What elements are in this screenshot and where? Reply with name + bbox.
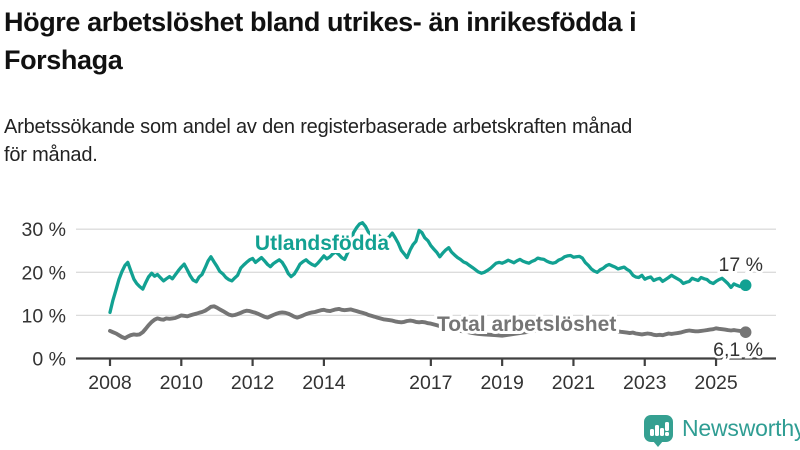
bar-chart-speech-bubble-icon bbox=[644, 414, 673, 447]
logo-bar-icon bbox=[650, 428, 654, 436]
series-line-utlandsfodda bbox=[108, 221, 748, 315]
x-axis-tick-label: 2008 bbox=[88, 372, 131, 394]
y-axis-tick-label: 0 % bbox=[32, 349, 66, 371]
series-end-dot-utlandsfodda bbox=[739, 279, 752, 292]
x-axis-tick-label: 2021 bbox=[552, 372, 595, 394]
page-title-line-2: Forshaga bbox=[4, 45, 123, 75]
series-label-utlandsfodda: Utlandsfödda bbox=[255, 232, 389, 255]
x-axis-tick-label: 2014 bbox=[302, 372, 346, 394]
series-end-dot-total-arbetsloshet bbox=[739, 326, 752, 339]
logo-exclamation-dot-icon bbox=[665, 432, 669, 436]
y-axis-tick-label: 20 % bbox=[22, 262, 66, 284]
end-value-label-utlandsfodda: 17 % bbox=[719, 254, 763, 276]
logo-text: Newsworthy bbox=[682, 414, 800, 441]
x-axis-tick-label: 2019 bbox=[480, 372, 523, 394]
x-axis-tick-label: 2025 bbox=[694, 372, 738, 394]
end-value-label-total-arbetsloshet: 6,1 % bbox=[713, 339, 763, 361]
page-title-line-1: Högre arbetslöshet bland utrikes- än inr… bbox=[4, 7, 637, 37]
logo-exclamation-icon bbox=[665, 421, 669, 431]
series-line-total-arbetsloshet bbox=[108, 304, 748, 341]
logo-bar-icon bbox=[660, 427, 664, 436]
newsworthy-logo: Newsworthy bbox=[644, 411, 800, 447]
y-axis-tick-label: 30 % bbox=[22, 219, 66, 241]
page-title: Högre arbetslöshet bland utrikes- än inr… bbox=[4, 3, 798, 79]
series-label-total-arbetsloshet: Total arbetslöshet bbox=[437, 313, 616, 336]
logo-bar-icon bbox=[655, 424, 659, 436]
chart-subtitle: Arbetssökande som andel av den registerb… bbox=[4, 113, 798, 169]
x-axis-tick-label: 2012 bbox=[231, 372, 274, 394]
x-axis-tick-label: 2023 bbox=[623, 372, 666, 394]
x-axis-tick-label: 2010 bbox=[160, 372, 204, 394]
chart-subtitle-line-1: Arbetssökande som andel av den registerb… bbox=[4, 116, 633, 138]
y-axis-tick-label: 10 % bbox=[22, 305, 66, 327]
chart-subtitle-line-2: för månad. bbox=[4, 144, 98, 166]
x-axis-tick-label: 2017 bbox=[409, 372, 452, 394]
